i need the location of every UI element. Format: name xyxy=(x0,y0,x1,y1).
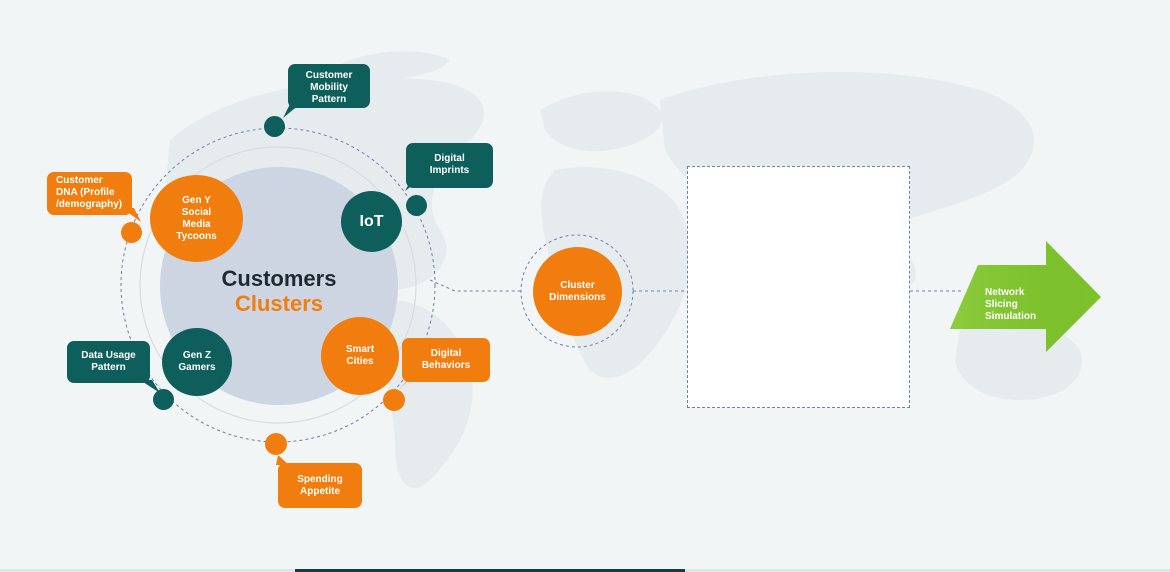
callout-customer-mobility-dot xyxy=(264,116,285,137)
callout-digital-imprints: Digital Imprints xyxy=(406,143,493,188)
callout-data-usage-line1: Data Usage xyxy=(81,350,136,361)
segment-smart-cities-line1: Smart xyxy=(345,344,375,355)
core-title-line2: Clusters xyxy=(234,291,324,316)
segment-gen-z-line2: Gamers xyxy=(178,362,216,373)
callout-digital-behaviors: Digital Behaviors xyxy=(402,338,490,382)
segment-iot: IoT xyxy=(341,191,402,252)
callout-spending-appetite: Spending Appetite xyxy=(278,463,362,508)
callout-customer-mobility-line3: Pattern xyxy=(311,94,347,105)
bottom-strip xyxy=(0,569,1170,572)
callout-digital-behaviors-line1: Digital xyxy=(430,348,462,359)
callout-customer-dna-line1: Customer xyxy=(56,175,103,186)
network-slicing-label: Network Slicing Simulation xyxy=(985,287,1055,323)
cluster-dimensions-line1: Cluster xyxy=(560,279,595,291)
segment-smart-cities: Smart Cities xyxy=(321,317,399,395)
network-slicing-arrow xyxy=(950,241,1101,352)
blank-panel xyxy=(687,166,910,408)
callout-data-usage: Data Usage Pattern xyxy=(67,341,150,383)
callout-spending-appetite-line2: Appetite xyxy=(300,486,340,497)
callout-spending-appetite-line1: Spending xyxy=(297,474,343,485)
callout-digital-behaviors-dot xyxy=(383,389,405,411)
segment-gen-y-line1: Gen Y xyxy=(182,194,211,206)
network-slicing-line1: Network Slicing xyxy=(985,287,1025,310)
callout-customer-dna-dot xyxy=(121,222,142,243)
callout-digital-behaviors-line2: Behaviors xyxy=(421,360,471,371)
segment-gen-y-line3: Media xyxy=(182,218,211,230)
callout-customer-dna-line3: /demography) xyxy=(56,199,123,210)
cluster-dimensions-node: Cluster Dimensions xyxy=(533,247,622,336)
cluster-dimensions-line2: Dimensions xyxy=(549,291,606,303)
callout-spending-appetite-dot xyxy=(265,433,287,455)
callout-digital-imprints-line2: Imprints xyxy=(429,165,470,176)
callout-digital-imprints-line1: Digital xyxy=(434,153,465,164)
segment-gen-z: Gen Z Gamers xyxy=(162,328,232,396)
segment-smart-cities-line2: Cities xyxy=(346,356,374,367)
segment-iot-label: IoT xyxy=(359,212,384,230)
callout-customer-dna: Customer DNA (Profile /demography) xyxy=(47,172,132,215)
core-title: Customers Clusters xyxy=(160,266,398,316)
segment-gen-y-line4: Tycoons xyxy=(176,230,217,242)
callout-data-usage-line2: Pattern xyxy=(91,362,126,373)
segment-gen-y: Gen Y Social Media Tycoons xyxy=(150,175,243,262)
callout-customer-mobility-line1: Customer xyxy=(305,70,353,81)
callout-digital-imprints-dot xyxy=(406,195,427,216)
callout-customer-mobility-line2: Mobility xyxy=(310,82,348,93)
core-title-line1: Customers xyxy=(221,266,337,291)
network-slicing-line2: Simulation xyxy=(985,311,1037,322)
callout-data-usage-dot xyxy=(153,389,174,410)
segment-gen-y-line2: Social xyxy=(181,206,212,218)
callout-customer-mobility: Customer Mobility Pattern xyxy=(288,64,370,108)
callout-customer-dna-line2: DNA (Profile xyxy=(56,187,115,198)
segment-gen-z-line1: Gen Z xyxy=(182,350,212,361)
